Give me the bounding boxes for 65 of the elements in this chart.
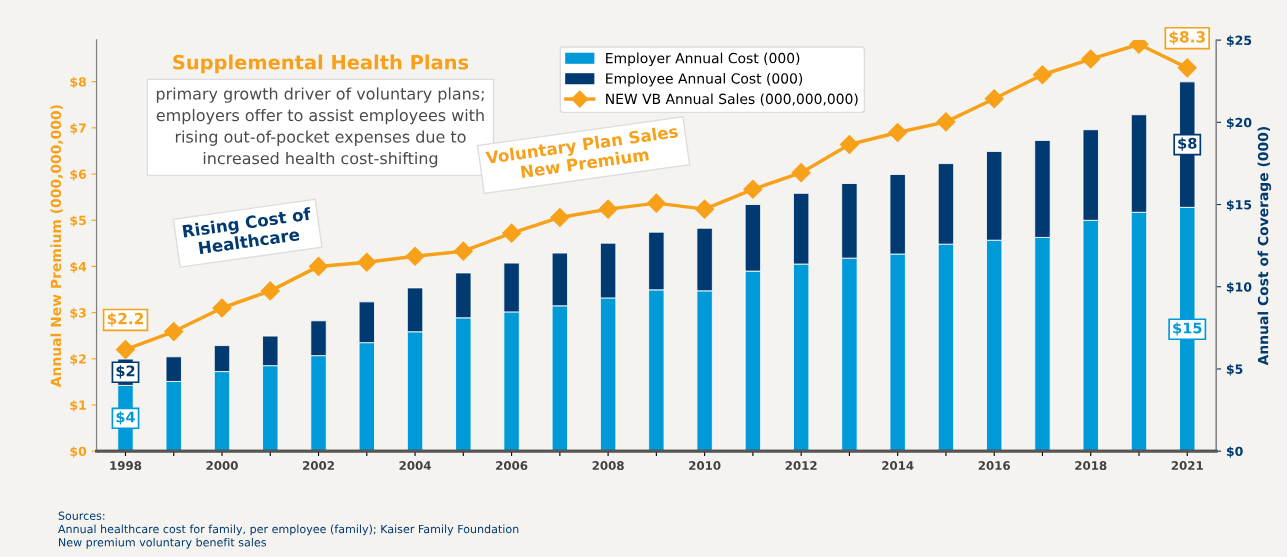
y2-tick-label: $0 (1226, 446, 1243, 458)
point (550, 207, 570, 227)
point (839, 134, 859, 155)
x-tick-label: 2018 (1075, 461, 1107, 471)
point (260, 281, 280, 301)
point (1081, 49, 1101, 69)
x-tick-label: 2006 (496, 461, 528, 471)
data-label: $8 (1178, 137, 1197, 151)
x-tick-label: 2008 (592, 461, 624, 471)
x-tick-label: 2014 (882, 461, 914, 471)
y-tick-label: $7 (70, 123, 86, 135)
point (405, 246, 425, 266)
y2-tick-label: $5 (1226, 364, 1243, 376)
x-tick-label: 1998 (110, 461, 142, 471)
y-tick-label: $4 (70, 261, 87, 274)
y-tick-label: $6 (70, 169, 87, 181)
y2-tick-label: $10 (1226, 281, 1252, 294)
y2-tick-label: $15 (1226, 199, 1252, 212)
data-label: $8.3 (1169, 30, 1205, 45)
y2-axis-title: Annual Cost of Coverage (000) (1257, 127, 1272, 366)
point (695, 199, 715, 219)
data-label: $4 (116, 411, 135, 425)
x-tick-label: 2002 (303, 461, 334, 471)
legend-label: NEW VB Annual Sales (000,000,000) (606, 93, 858, 106)
y2-tick-label: $20 (1226, 117, 1252, 129)
point (791, 163, 811, 183)
point (984, 89, 1004, 109)
y-axis-title: Annual New Premium (000,000,000) (50, 105, 63, 388)
y-tick-label: $2 (70, 354, 86, 366)
point (646, 193, 666, 213)
point (212, 298, 232, 318)
point (308, 256, 329, 276)
point (1032, 65, 1053, 85)
y-tick-label: $1 (70, 400, 86, 412)
annotation: Rising Cost of Healthcare (182, 206, 312, 255)
point (164, 322, 184, 342)
legend-label: Employer Annual Cost (000) (606, 52, 800, 67)
point (357, 252, 377, 272)
legend-label: Employee Annual Cost (000) (606, 72, 803, 87)
point (453, 241, 473, 261)
x-tick-label: 2010 (689, 461, 721, 471)
point (1177, 58, 1197, 78)
point (598, 199, 618, 219)
data-label: $2 (116, 365, 135, 379)
text: primary growth driver of voluntary plans; employers offer to assist employees with rising out-of-pocket expenses due to increased health cost-shifting (156, 87, 484, 168)
point (888, 122, 908, 143)
y-tick-label: $3 (70, 307, 86, 320)
x-tick-label: 2012 (785, 461, 817, 471)
y-tick-label: $0 (70, 446, 87, 458)
point (502, 223, 522, 243)
source-note: Sources: Annual healthcare cost for family, per employee (family); Kaiser Family Foundation New premium voluntary benefit sales (58, 511, 519, 549)
x-tick-label: 2000 (206, 461, 238, 471)
x-tick-label: 2021 (1171, 461, 1203, 471)
y-tick-label: $5 (70, 215, 86, 227)
x-tick-label: 2016 (978, 461, 1010, 471)
y-tick-label: $8 (70, 76, 87, 89)
data-label: $2.2 (107, 312, 143, 327)
point (936, 112, 956, 132)
x-tick-label: 2004 (399, 461, 431, 471)
point (743, 179, 763, 199)
text: Supplemental Health Plans (173, 54, 469, 74)
point (115, 340, 136, 360)
data-label: $15 (1173, 322, 1202, 336)
y2-tick-label: $25 (1226, 35, 1252, 47)
annotation: Voluntary Plan Sales New Premium (485, 124, 679, 179)
